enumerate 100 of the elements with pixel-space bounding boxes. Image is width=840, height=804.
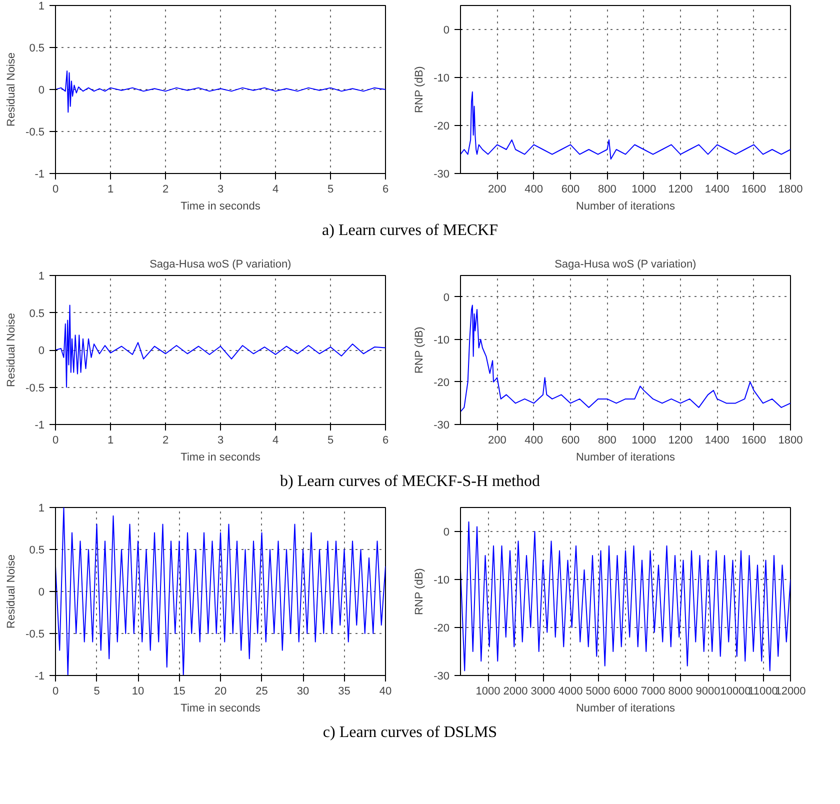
x-tick-label: 1000 xyxy=(476,686,500,698)
x-tick-label: 15 xyxy=(173,686,186,698)
x-tick-label: 1 xyxy=(107,434,114,446)
x-tick-label: 3000 xyxy=(530,686,556,698)
x-tick-label: 20 xyxy=(214,686,227,698)
line-series xyxy=(460,304,790,412)
x-tick-label: 1800 xyxy=(778,434,803,446)
text: a) Learn curves of MECKF xyxy=(322,221,498,241)
x-tick-label: 12000 xyxy=(775,686,806,698)
x-axis-title: Time in seconds xyxy=(180,200,261,212)
y-tick-label: 0 xyxy=(38,586,45,598)
x-tick-label: 5 xyxy=(327,184,334,196)
y-tick-label: -0.5 xyxy=(26,628,45,640)
x-axis-title: Time in seconds xyxy=(180,702,261,714)
y-axis-title: Residual Noise xyxy=(6,313,18,387)
x-axis-title: Time in seconds xyxy=(180,452,261,464)
x-tick-label: 2 xyxy=(162,434,169,446)
y-tick-label: 0.5 xyxy=(29,544,45,556)
x-tick-label: 35 xyxy=(338,686,350,698)
x-tick-label: 3 xyxy=(217,184,224,196)
y-tick-label: -30 xyxy=(434,670,450,682)
x-tick-label: 0 xyxy=(52,434,59,446)
x-axis-title: Number of iterations xyxy=(576,200,676,212)
y-tick-label: -1 xyxy=(34,420,44,432)
text: c) Learn curves of DSLMS xyxy=(322,723,498,743)
x-tick-label: 1000 xyxy=(632,434,656,446)
x-tick-label: 400 xyxy=(524,434,544,446)
x-tick-label: 600 xyxy=(561,184,580,196)
x-tick-label: 30 xyxy=(296,686,310,698)
x-tick-label: 4 xyxy=(272,184,279,196)
y-tick-label: -1 xyxy=(34,168,44,180)
x-tick-label: 0 xyxy=(52,184,59,196)
x-tick-label: 6 xyxy=(382,434,389,446)
x-tick-label: 3 xyxy=(217,434,224,446)
x-tick-label: 400 xyxy=(524,184,544,196)
x-tick-label: 10000 xyxy=(720,686,751,698)
y-tick-label: -0.5 xyxy=(26,126,45,138)
y-tick-label: 0 xyxy=(443,526,450,538)
x-tick-label: 6 xyxy=(382,184,389,196)
y-tick-label: -30 xyxy=(434,168,450,180)
x-tick-label: 5 xyxy=(94,686,100,698)
x-tick-label: 4000 xyxy=(558,686,583,698)
y-axis-title: Residual Noise xyxy=(6,52,18,126)
y-axis-title: RNP (dB) xyxy=(414,66,426,114)
y-tick-label: -10 xyxy=(434,574,450,586)
y-tick-label: 1 xyxy=(38,270,45,282)
x-tick-label: 1000 xyxy=(632,184,656,196)
x-tick-label: 11000 xyxy=(748,686,778,698)
x-tick-label: 40 xyxy=(379,686,392,698)
x-tick-label: 5000 xyxy=(586,686,610,698)
x-tick-label: 800 xyxy=(598,434,616,446)
x-tick-label: 2 xyxy=(162,184,169,196)
line-series xyxy=(56,304,386,388)
x-tick-label: 1 xyxy=(107,184,114,196)
x-tick-label: 800 xyxy=(598,184,616,196)
y-tick-label: -1 xyxy=(34,670,44,682)
x-tick-label: 200 xyxy=(488,434,506,446)
x-tick-label: 1800 xyxy=(778,184,803,196)
line-series xyxy=(56,70,386,113)
x-axis-title: Number of iterations xyxy=(576,702,676,714)
y-axis-title: RNP (dB) xyxy=(414,568,426,616)
x-tick-label: 1400 xyxy=(704,184,730,196)
line-series xyxy=(460,91,790,160)
y-tick-label: 0.5 xyxy=(29,308,45,320)
y-tick-label: -20 xyxy=(434,622,450,634)
y-axis-title: Residual Noise xyxy=(6,554,18,628)
x-tick-label: 7000 xyxy=(640,686,666,698)
y-axis-title: RNP (dB) xyxy=(414,326,426,374)
line-series xyxy=(460,521,790,672)
y-tick-label: -10 xyxy=(434,334,450,346)
x-tick-label: 1600 xyxy=(742,184,766,196)
x-axis-title: Number of iterations xyxy=(576,452,676,464)
x-tick-label: 10 xyxy=(132,686,144,698)
x-tick-label: 1600 xyxy=(742,434,766,446)
y-tick-label: -20 xyxy=(434,120,450,132)
x-tick-label: 6000 xyxy=(613,686,638,698)
y-tick-label: -30 xyxy=(434,420,450,432)
x-tick-label: 600 xyxy=(561,434,580,446)
y-tick-label: -20 xyxy=(434,376,450,389)
y-tick-label: -0.5 xyxy=(26,382,45,394)
x-tick-label: 5 xyxy=(327,434,334,446)
y-tick-label: 0 xyxy=(443,24,450,36)
y-tick-label: 0 xyxy=(38,345,45,357)
chart-title: Saga-Husa woS (P variation) xyxy=(554,258,696,270)
x-tick-label: 9000 xyxy=(696,686,720,698)
y-tick-label: 1 xyxy=(38,502,45,514)
chart-title: Saga-Husa woS (P variation) xyxy=(150,258,292,270)
x-tick-label: 200 xyxy=(488,184,506,196)
y-tick-label: 0.5 xyxy=(29,42,45,54)
x-tick-label: 1200 xyxy=(668,184,693,196)
x-tick-label: 4 xyxy=(272,434,279,446)
x-tick-label: 1200 xyxy=(668,434,693,446)
x-tick-label: 2000 xyxy=(503,686,528,698)
x-tick-label: 0 xyxy=(52,686,59,698)
y-tick-label: 1 xyxy=(38,0,45,12)
y-tick-label: 0 xyxy=(38,84,45,96)
x-tick-label: 8000 xyxy=(668,686,693,698)
text: b) Learn curves of MECKF-S-H method xyxy=(280,472,540,492)
y-tick-label: 0 xyxy=(443,292,450,304)
x-tick-label: 25 xyxy=(256,686,268,698)
